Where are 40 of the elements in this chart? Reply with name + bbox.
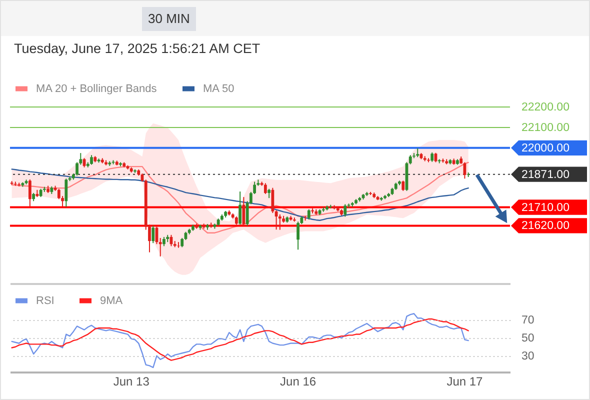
candlestick	[402, 180, 405, 192]
y-tick-label: 22000.00	[522, 142, 570, 154]
legend-label: MA 20 + Bollinger Bands	[36, 82, 158, 95]
y-tick-label: 21620.00	[522, 220, 570, 232]
candlestick	[242, 196, 246, 226]
y-tick-label: 22200.00	[522, 102, 570, 114]
line-series	[11, 313, 469, 368]
candlestick	[152, 225, 155, 244]
candlestick	[274, 210, 278, 230]
x-tick-label: Jun 16	[280, 374, 316, 388]
y-tick-label: 70	[522, 314, 534, 326]
legend-label: MA 50	[203, 82, 234, 95]
candlestick	[408, 154, 412, 165]
candlestick	[307, 208, 310, 220]
candlestick	[430, 152, 434, 162]
candlestick	[238, 191, 242, 226]
candlestick	[90, 154, 93, 166]
candlestick	[268, 188, 271, 199]
candlestick	[64, 178, 68, 208]
y-tick-label: 21871.00	[522, 168, 570, 181]
candlestick	[82, 158, 86, 168]
candlestick	[278, 214, 282, 230]
chart-subtitle: Tuesday, June 17, 2025 1:56:21 AM CET	[14, 41, 260, 56]
legend-label: 9MA	[100, 294, 124, 307]
candlestick	[271, 187, 274, 214]
candlestick	[344, 204, 347, 218]
y-tick-label: 22100.00	[522, 122, 570, 134]
line-series	[11, 162, 469, 234]
text: 30 MIN	[142, 7, 196, 31]
candlestick	[162, 236, 166, 247]
candlestick	[264, 182, 267, 194]
x-tick-label: Jun 13	[113, 374, 150, 388]
x-tick-label: Jun 17	[446, 374, 484, 388]
y-tick-label: 21710.00	[522, 202, 570, 214]
candlestick	[158, 237, 162, 257]
line-series	[11, 318, 469, 361]
candlestick	[28, 178, 32, 207]
y-tick-label: 30	[522, 350, 534, 362]
legend-label: RSI	[36, 294, 54, 307]
y-tick-label: 50	[522, 332, 534, 344]
